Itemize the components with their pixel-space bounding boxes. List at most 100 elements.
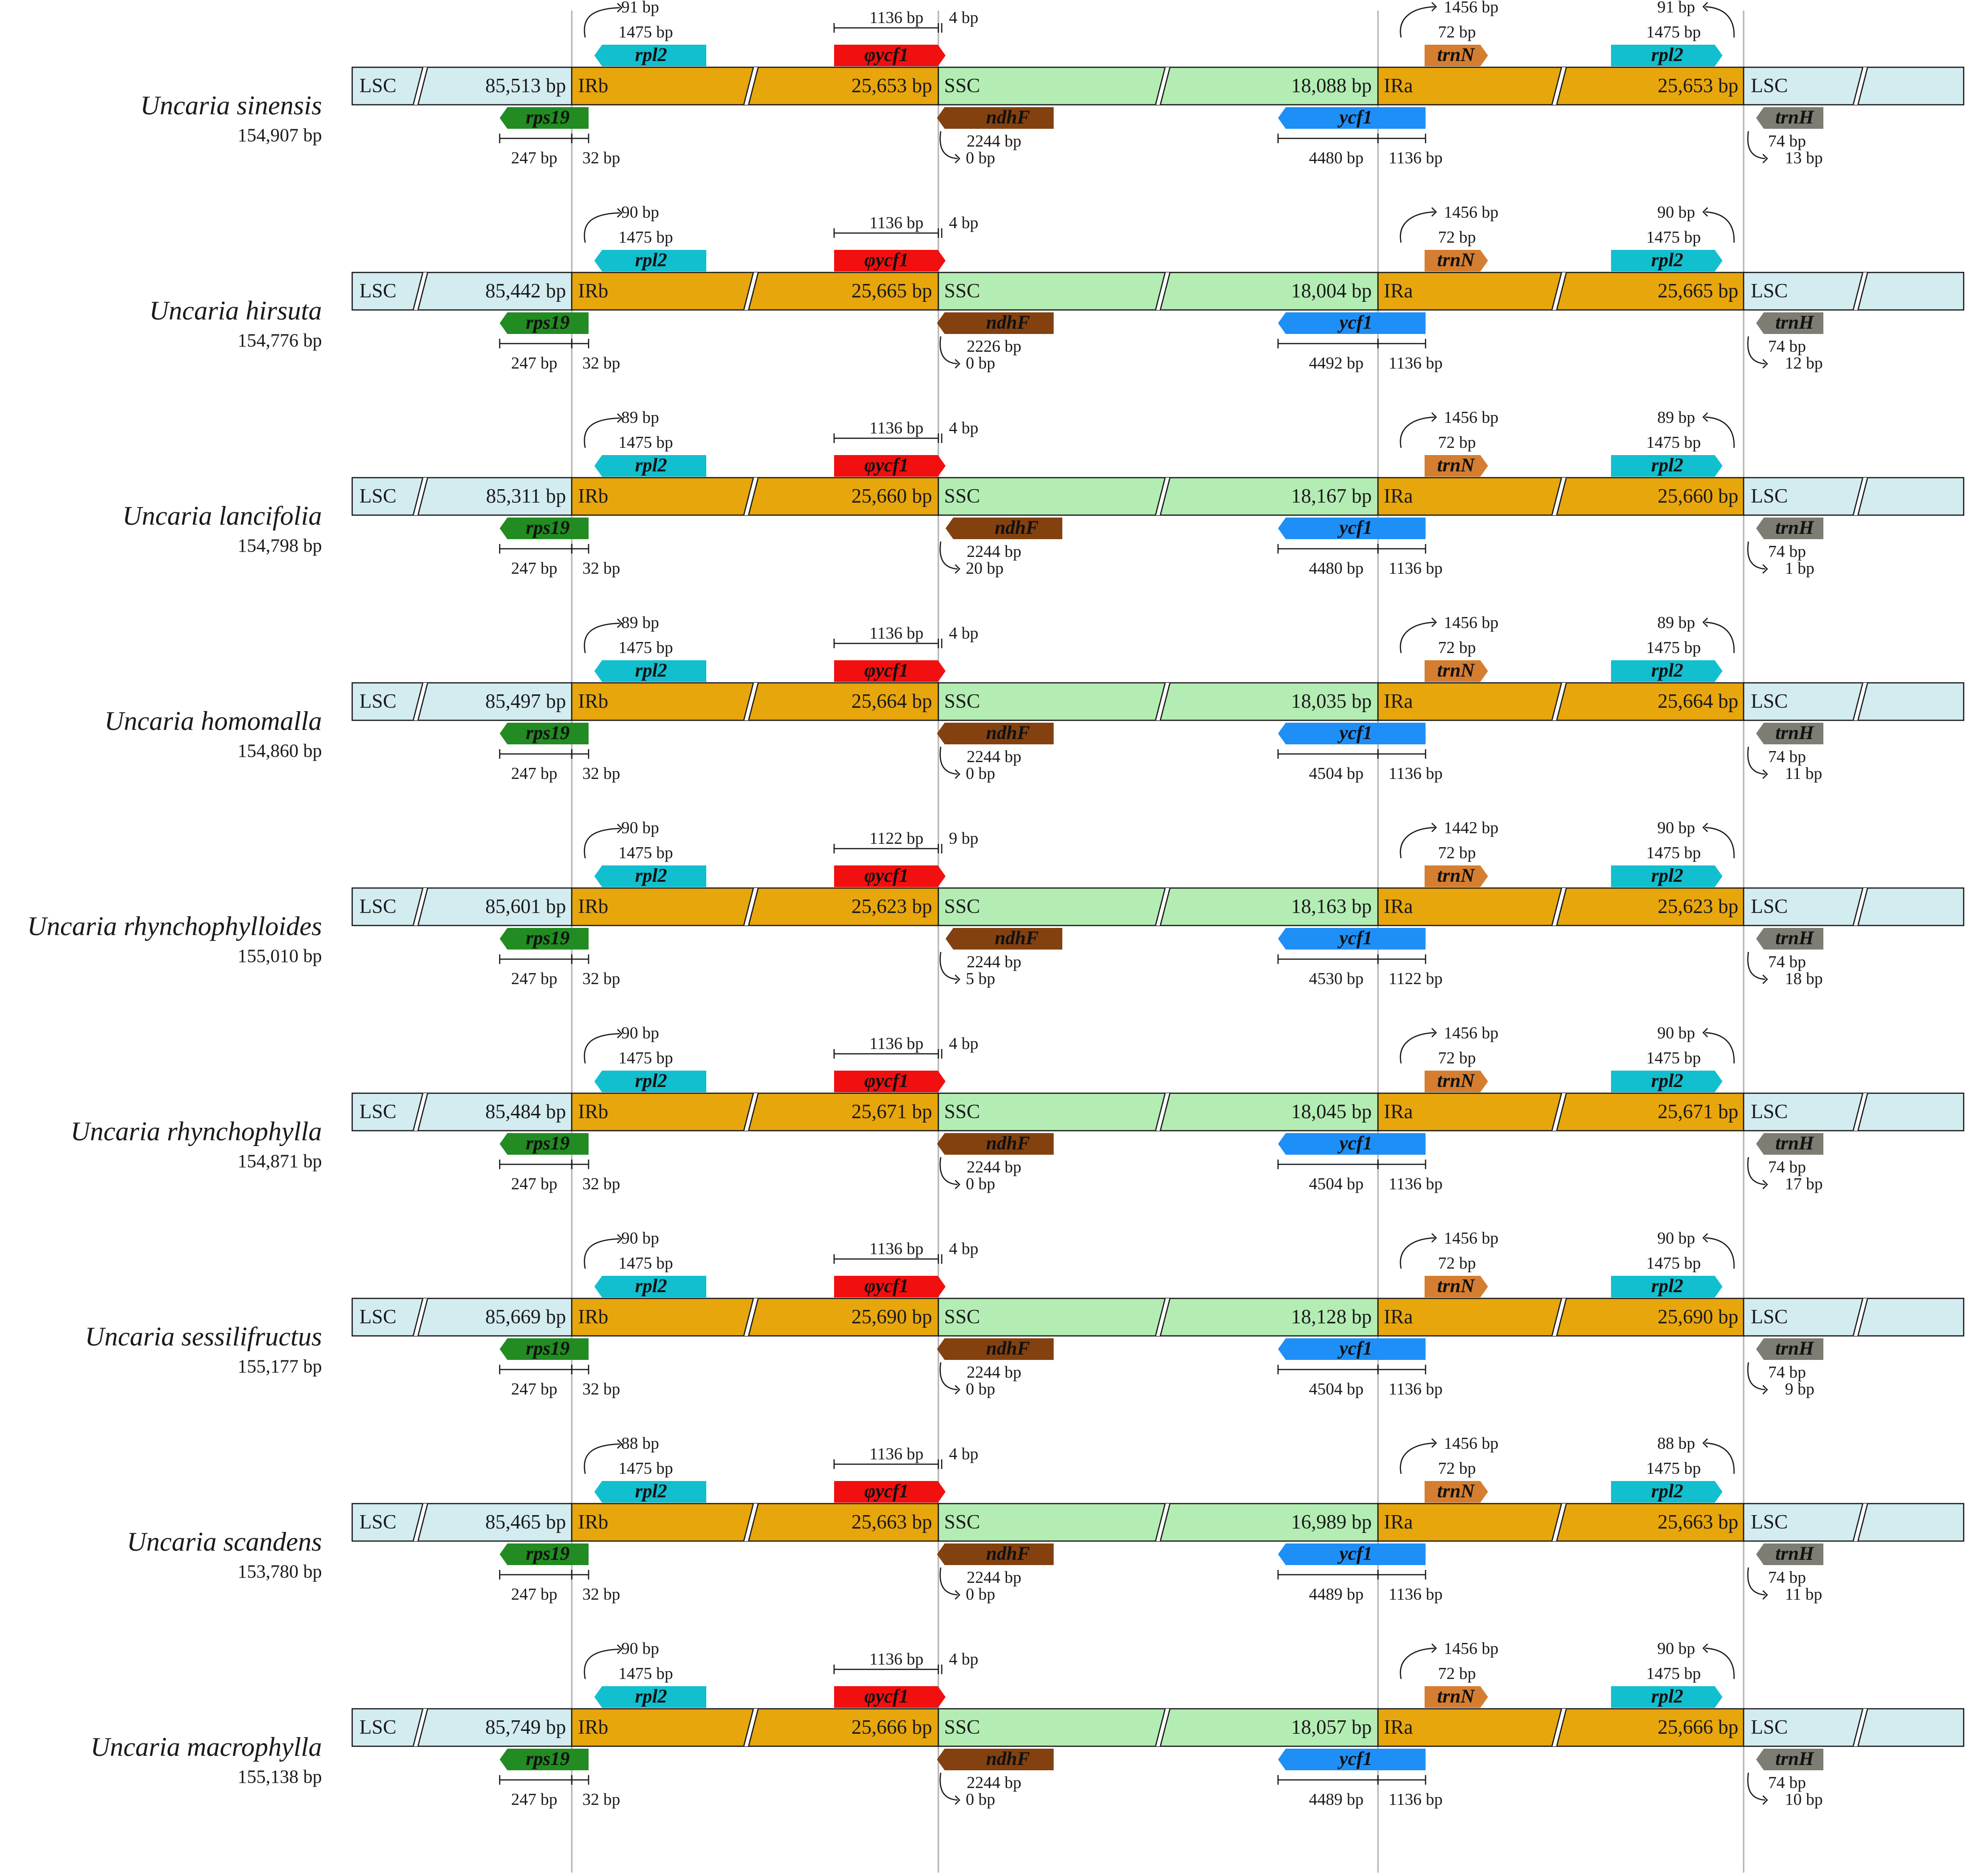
rps19-ir-dim <box>571 1570 590 1580</box>
ycf1-ssc-label: 4489 bp <box>1309 1585 1364 1604</box>
break-mark <box>1155 1708 1171 1747</box>
overlap-curve <box>584 1648 620 1679</box>
trnN-length-label: 72 bp <box>1438 23 1476 41</box>
ssc-label: SSC <box>944 896 980 918</box>
ndhF-gene <box>946 928 1062 950</box>
pseudo-ycf1-dim <box>833 23 939 33</box>
trnH-label: trnH <box>1775 517 1815 538</box>
rpl2-gene <box>594 455 706 477</box>
break-line <box>1155 1708 1166 1747</box>
break-line <box>417 1298 429 1336</box>
ycf1-ssc-dim <box>1277 749 1379 759</box>
arrowhead <box>617 3 623 12</box>
rpl2-overlap-label: 89 bp <box>621 408 659 427</box>
break-mark <box>743 272 759 310</box>
ycf1-ssc-label: 4492 bp <box>1309 354 1364 372</box>
distance-curve <box>1400 6 1435 38</box>
break-gap <box>1853 888 1868 926</box>
rpl2b-overlap-label: 90 bp <box>1657 818 1695 837</box>
ycf1-ir-dim <box>1377 339 1427 348</box>
break-line <box>1852 477 1864 516</box>
break-line <box>412 682 424 721</box>
break-mark <box>1551 1298 1567 1336</box>
rpl2-gene <box>594 865 706 887</box>
pseudo-ycf1-gene <box>834 1686 946 1708</box>
trnN-length-label: 72 bp <box>1438 1254 1476 1272</box>
pseudo-ycf1-gene <box>834 1071 946 1092</box>
break-gap <box>744 272 758 310</box>
overlap-curve <box>584 1443 620 1474</box>
break-gap <box>1156 888 1170 926</box>
trnN-length-label: 72 bp <box>1438 1049 1476 1067</box>
break-line <box>1551 67 1562 105</box>
trnH-label: trnH <box>1775 1748 1815 1769</box>
arrowhead <box>1762 1795 1768 1805</box>
arrowhead <box>955 564 960 574</box>
ndhF-gap-label: 0 bp <box>966 1380 995 1398</box>
genome-length: 154,776 bp <box>238 330 322 351</box>
arrowhead <box>617 824 623 833</box>
break-mark <box>743 888 759 926</box>
pseudo-ycf1-overlap-label: 4 bp <box>949 1034 978 1053</box>
ssc-length: 18,163 bp <box>1291 896 1372 918</box>
rps19-lsc-label: 247 bp <box>511 559 557 578</box>
overlap-curve <box>1705 1237 1735 1269</box>
break-gap <box>744 888 758 926</box>
pseudo-ycf1-label: φycf1 <box>864 1275 909 1296</box>
rpl2-overlap-label: 90 bp <box>621 203 659 222</box>
break-line <box>412 888 424 926</box>
gap-curve <box>1747 951 1766 980</box>
arrowhead <box>955 154 960 163</box>
ycf1-ir-label: 1136 bp <box>1389 354 1442 372</box>
trnH-gap-label: 13 bp <box>1785 148 1823 167</box>
trnH-length-label: 74 bp <box>1768 1773 1806 1792</box>
trnH-length-label: 74 bp <box>1768 1363 1806 1382</box>
pseudo-ycf1-label: φycf1 <box>864 44 909 65</box>
rps19-ir-label: 32 bp <box>582 764 620 783</box>
trnN-label: trnN <box>1437 1480 1476 1502</box>
arrowhead <box>955 1385 960 1395</box>
pseudo-ycf1-dim <box>833 1665 939 1674</box>
species-row: Uncaria scandens 153,780 bp LSC 85,465 bp IR… <box>127 1434 1965 1604</box>
ndhF-gap-label: 0 bp <box>966 1174 995 1193</box>
break-mark <box>1852 682 1869 721</box>
break-line <box>1159 67 1171 105</box>
gap-curve <box>939 1157 958 1185</box>
pseudo-ycf1-dim <box>833 1254 939 1264</box>
overlap-curve <box>584 622 620 654</box>
ndhF-gene <box>937 1749 1054 1770</box>
break-line <box>1556 682 1567 721</box>
species-row: Uncaria rhynchophylla 154,871 bp LSC 85,484… <box>71 1024 1965 1193</box>
break-gap <box>413 478 428 515</box>
rps19-label: rps19 <box>526 927 569 949</box>
rpl2-overlap-label: 90 bp <box>621 818 659 837</box>
break-mark <box>743 1503 759 1542</box>
trnN-gene <box>1425 455 1488 477</box>
rpl2-gene <box>1611 455 1722 477</box>
genome-length: 155,010 bp <box>238 946 322 966</box>
break-line <box>1556 1708 1567 1747</box>
lsc-region <box>1743 66 1965 106</box>
irb-length: 25,665 bp <box>851 280 932 302</box>
rpl2-label: rpl2 <box>1651 44 1684 65</box>
ndhF-label: ndhF <box>986 311 1030 333</box>
rps19-gene <box>500 107 589 129</box>
lsc-region <box>1743 682 1965 721</box>
arrowhead <box>1702 207 1708 217</box>
distance-curve <box>1400 621 1435 654</box>
break-line <box>1852 1298 1864 1336</box>
break-mark <box>743 1708 759 1747</box>
break-gap <box>744 683 758 720</box>
rpl2b-length-label: 1475 bp <box>1646 1459 1701 1478</box>
break-gap <box>744 1709 758 1746</box>
break-mark <box>1551 477 1567 516</box>
trnH-gap-label: 17 bp <box>1785 1174 1823 1193</box>
break-mark <box>1155 1093 1171 1131</box>
break-gap <box>744 1504 758 1541</box>
break-line <box>1159 888 1171 926</box>
pseudo-ycf1-label: φycf1 <box>864 864 909 886</box>
ndhF-gene <box>937 107 1054 129</box>
rpl2b-length-label: 1475 bp <box>1646 843 1701 862</box>
gap-curve <box>1747 541 1766 570</box>
